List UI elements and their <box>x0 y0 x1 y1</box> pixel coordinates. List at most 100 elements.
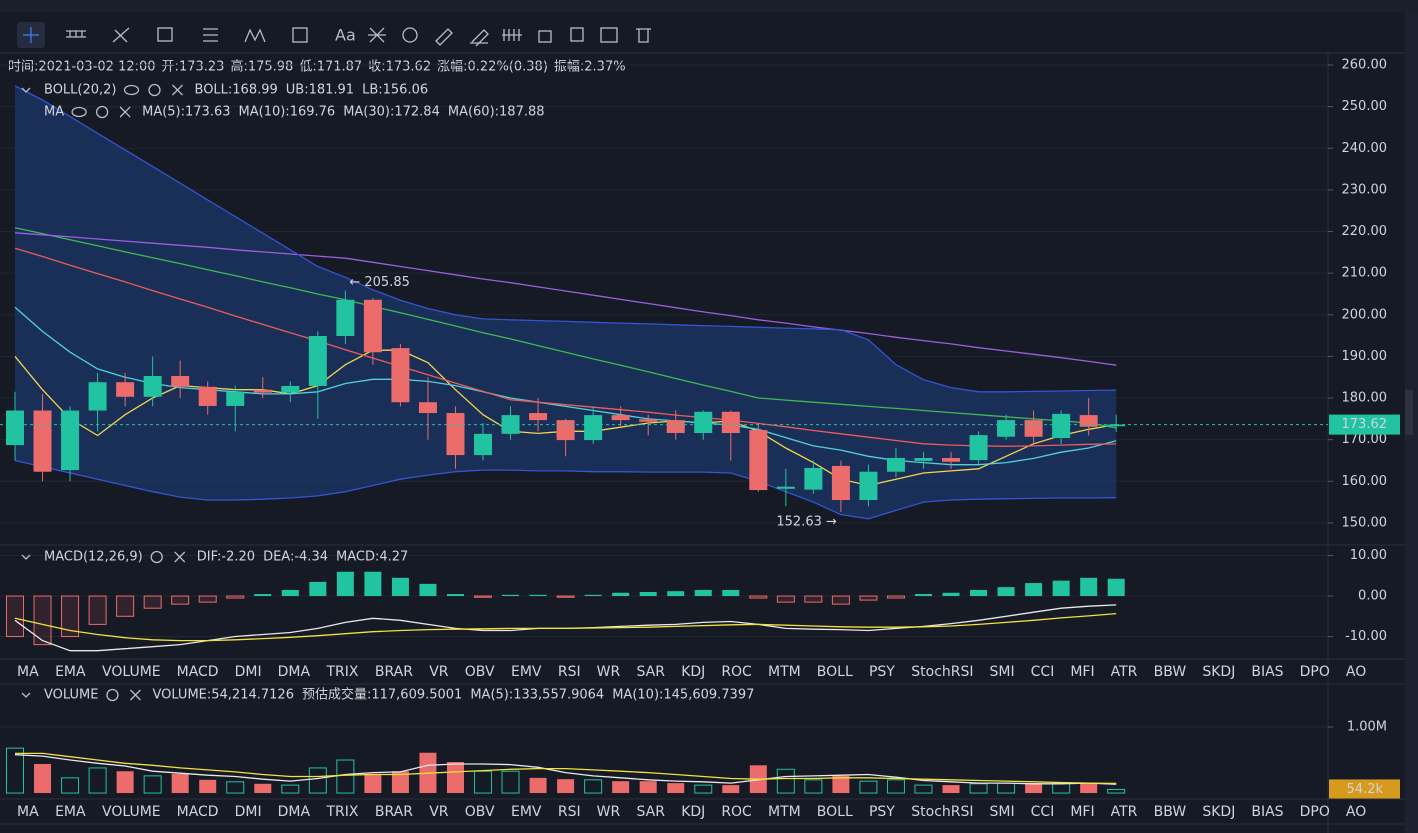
indicator-tab[interactable]: SMI <box>990 804 1015 820</box>
indicator-tab[interactable]: SKDJ <box>1202 804 1235 820</box>
indicator-tab[interactable]: BIAS <box>1251 804 1283 820</box>
indicator-tab[interactable]: TRIX <box>325 664 358 680</box>
indicator-tab[interactable]: WR <box>597 664 621 680</box>
indicator-tab[interactable]: DPO <box>1300 664 1330 680</box>
volume-bar <box>226 781 245 794</box>
y-tick-label: 180.00 <box>1342 391 1388 406</box>
tool-rect[interactable] <box>157 27 173 42</box>
indicator-tab[interactable]: DMA <box>278 664 311 680</box>
indicator-tab[interactable]: VOLUME <box>102 804 161 820</box>
indicator-tab[interactable]: OBV <box>465 664 495 680</box>
indicator-tab[interactable]: TRIX <box>325 804 358 820</box>
indicator-tab[interactable]: OBV <box>465 804 495 820</box>
candle-body <box>33 410 52 472</box>
indicator-tab[interactable]: ATR <box>1111 664 1138 680</box>
candle-body <box>1024 420 1043 437</box>
tool-pen[interactable] <box>435 28 453 46</box>
gear-icon[interactable] <box>106 688 119 702</box>
indicator-tab[interactable]: VR <box>429 664 449 680</box>
indicator-tab[interactable]: WR <box>597 804 621 820</box>
indicator-tab[interactable]: PSY <box>869 664 895 680</box>
tool-fib[interactable] <box>203 28 218 42</box>
close-icon[interactable] <box>129 689 141 701</box>
gear-icon[interactable] <box>148 83 161 97</box>
close-icon[interactable] <box>119 106 131 118</box>
indicator-tab[interactable]: DPO <box>1300 804 1330 820</box>
indicator-tab[interactable]: RSI <box>558 664 581 680</box>
tool-grid[interactable] <box>502 29 522 41</box>
indicator-tab[interactable]: MA <box>17 804 39 820</box>
tool-magnet[interactable] <box>402 27 418 43</box>
indicator-tab[interactable]: SAR <box>636 804 665 820</box>
indicator-tab[interactable]: BBW <box>1154 664 1187 680</box>
collapse-icon[interactable] <box>21 692 31 698</box>
collapse-icon[interactable] <box>21 554 31 560</box>
indicator-tab[interactable]: BRAR <box>375 664 413 680</box>
indicator-tab[interactable]: MTM <box>768 804 801 820</box>
volume-bar <box>34 763 52 794</box>
candle-body <box>116 382 135 397</box>
tool-measure[interactable] <box>292 27 308 43</box>
indicator-tab[interactable]: KDJ <box>681 664 705 680</box>
indicator-tab[interactable]: MTM <box>768 664 801 680</box>
indicator-tab[interactable]: DMI <box>235 804 262 820</box>
indicator-tab[interactable]: MFI <box>1070 664 1094 680</box>
indicator-tab[interactable]: EMA <box>55 804 86 820</box>
indicator-tab[interactable]: BOLL <box>817 804 853 820</box>
indicator-tab[interactable]: BOLL <box>817 664 853 680</box>
volume-bar <box>1107 788 1126 794</box>
indicator-tab[interactable]: MA <box>17 664 39 680</box>
indicator-tab[interactable]: SMI <box>990 664 1015 680</box>
candle-body <box>143 375 162 397</box>
indicator-tab[interactable]: StochRSI <box>911 664 973 680</box>
indicator-tab[interactable]: KDJ <box>681 804 705 820</box>
indicator-tab[interactable]: PSY <box>869 804 895 820</box>
gear-icon[interactable] <box>95 105 109 119</box>
tool-ruler[interactable] <box>66 30 86 38</box>
tool-copy[interactable] <box>570 27 584 42</box>
indicator-tab[interactable]: EMV <box>511 664 542 680</box>
indicator-tab[interactable]: BIAS <box>1251 664 1283 680</box>
indicator-tab[interactable]: RSI <box>558 804 581 820</box>
tool-text[interactable]: Aa <box>335 26 356 45</box>
collapse-icon[interactable] <box>21 87 31 93</box>
info-label: 振幅: <box>554 60 584 75</box>
indicator-tab[interactable]: VR <box>429 804 449 820</box>
eye-icon[interactable] <box>123 84 140 96</box>
indicator-tab[interactable]: BRAR <box>375 804 413 820</box>
indicator-tab[interactable]: MACD <box>177 804 219 820</box>
indicator-tab[interactable]: SAR <box>636 664 665 680</box>
close-icon[interactable] <box>174 551 186 563</box>
candle-body <box>88 382 107 411</box>
indicator-tab[interactable]: MACD <box>177 664 219 680</box>
indicator-tab[interactable]: SKDJ <box>1202 664 1235 680</box>
indicator-tab[interactable]: DMI <box>235 664 262 680</box>
indicator-tab[interactable]: AO <box>1346 804 1366 820</box>
candle-body <box>6 410 24 446</box>
indicator-tab[interactable]: BBW <box>1154 804 1187 820</box>
indicator-tab[interactable]: ROC <box>721 804 752 820</box>
gear-icon[interactable] <box>150 550 163 564</box>
indicator-tab[interactable]: CCI <box>1031 804 1055 820</box>
indicator-tab[interactable]: DMA <box>278 804 311 820</box>
eye-icon[interactable] <box>71 106 87 118</box>
close-icon[interactable] <box>172 84 183 96</box>
indicator-tab[interactable]: ATR <box>1111 804 1138 820</box>
tool-settings[interactable] <box>600 27 618 43</box>
indicator-tab[interactable]: AO <box>1346 664 1366 680</box>
indicator-tab[interactable]: StochRSI <box>911 804 973 820</box>
indicator-tab[interactable]: ROC <box>721 664 752 680</box>
tool-pattern[interactable] <box>368 27 386 43</box>
indicator-tab[interactable]: EMA <box>55 664 86 680</box>
tool-lock[interactable] <box>538 30 552 43</box>
tool-lines[interactable] <box>112 27 130 43</box>
indicator-tab[interactable]: EMV <box>511 804 542 820</box>
candle-body <box>859 471 878 501</box>
tool-brush[interactable] <box>470 29 489 47</box>
indicator-tab[interactable]: CCI <box>1031 664 1055 680</box>
indicator-tab[interactable]: VOLUME <box>102 664 161 680</box>
scroll-handle[interactable] <box>1405 390 1413 435</box>
tool-delete[interactable] <box>636 28 651 43</box>
indicator-tab[interactable]: MFI <box>1070 804 1094 820</box>
tool-wave[interactable] <box>244 28 266 43</box>
